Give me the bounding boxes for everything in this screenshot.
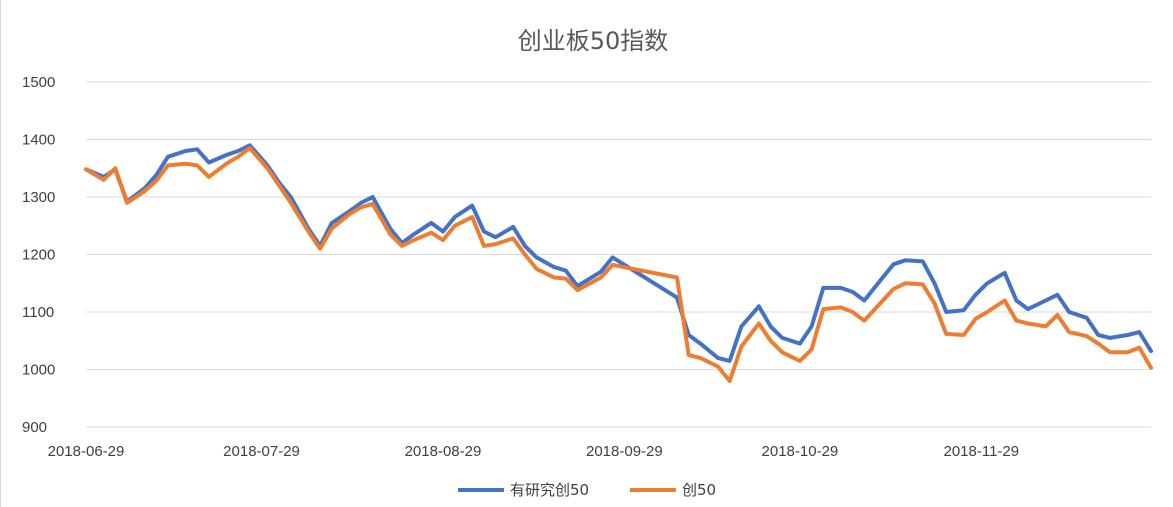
legend: 有研究创50 创50: [458, 481, 716, 499]
y-tick-label: 1300: [22, 189, 55, 206]
y-tick-label: 1200: [22, 247, 55, 264]
legend-label-series-1: 有研究创50: [510, 481, 589, 499]
x-tick-label: 2018-08-29: [405, 443, 482, 460]
chart-title: 创业板50指数: [518, 27, 669, 55]
y-tick-label: 900: [22, 419, 47, 436]
series-line-1: [84, 143, 1153, 363]
y-tick-label: 1400: [22, 132, 55, 149]
x-axis-ticks: 2018-06-29 2018-07-29 2018-08-29 2018-09-29…: [48, 443, 1019, 460]
grid-lines: [86, 81, 1151, 428]
y-tick-label: 1000: [22, 362, 55, 379]
legend-label-series-2: 创50: [682, 481, 716, 499]
y-tick-label: 1100: [22, 304, 54, 321]
y-tick-label: 1500: [22, 74, 55, 91]
x-tick-label: 2018-11-29: [943, 443, 1019, 460]
series-line-2: [84, 146, 1153, 383]
x-tick-label: 2018-09-29: [586, 443, 663, 460]
x-tick-label: 2018-07-29: [223, 443, 300, 460]
x-tick-label: 2018-06-29: [48, 443, 125, 460]
series-lines: [84, 143, 1153, 383]
y-axis-ticks: 900 1000 1100 1200 1300 1400 1500: [22, 74, 55, 436]
x-tick-label: 2018-10-29: [762, 443, 839, 460]
